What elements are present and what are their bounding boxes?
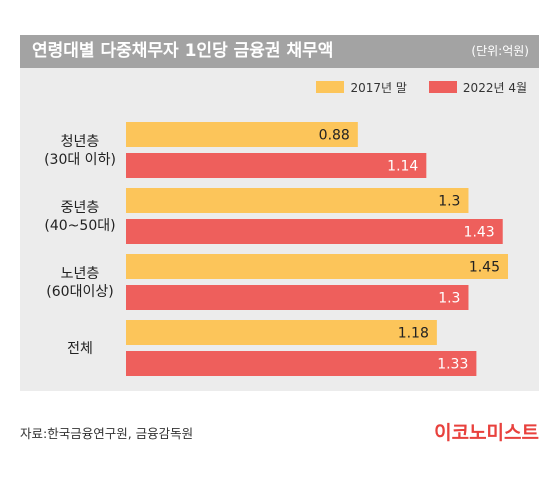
- legend: 2017년 말 2022년 4월: [316, 76, 527, 98]
- bar-chart: 청년층(30대 이하)0.881.14중년층(40~50대)1.31.43노년층…: [44, 122, 508, 376]
- bar-2022-3: [126, 285, 469, 310]
- data-label-2017-4: 1.18: [398, 326, 429, 342]
- data-label-2022-2: 1.43: [464, 225, 495, 241]
- plot-area: 청년층 (30대 이하) 0.88 1.14 중년층 (40~50대) 1.3 1.43 노년층…: [20, 68, 539, 391]
- chart-title: 연령대별 다중채무자 1인당 금융권 채무액: [32, 41, 334, 61]
- data-label-2017-1: 0.88: [319, 128, 350, 144]
- category-label-4: 전체: [67, 341, 93, 357]
- legend-item-2022: 2022년 4월: [428, 79, 527, 96]
- data-label-2022-3: 1.3: [438, 291, 460, 307]
- category-label-2: 중년층: [61, 200, 100, 216]
- bar-2017-2: [126, 188, 469, 213]
- data-label-2022-1: 1.14: [387, 159, 418, 175]
- category-sublabel-3: (60대이상): [46, 284, 113, 300]
- legend-label-2022: 2022년 4월: [462, 80, 527, 95]
- category-label-1: 청년층: [61, 134, 100, 150]
- data-label-2017-2: 1.3: [438, 194, 460, 210]
- legend-swatch-2022: [428, 81, 457, 93]
- bar-2017-1: [126, 122, 358, 147]
- data-label-2022-4: 1.33: [437, 357, 468, 373]
- brand-logo: 이코노미스트: [434, 422, 539, 444]
- bar-2022-4: [126, 351, 477, 376]
- legend-item-2017: 2017년 말: [316, 79, 407, 96]
- bar-2022-2: [126, 219, 503, 244]
- source-note: 자료:한국금융연구원, 금융감독원: [20, 426, 194, 441]
- legend-swatch-2017: [316, 81, 345, 93]
- bar-2017-3: [126, 254, 508, 279]
- bar-2022-1: [126, 153, 427, 178]
- chart-header: 연령대별 다중채무자 1인당 금융권 채무액 (단위:억원): [20, 35, 539, 68]
- legend-label-2017: 2017년 말: [350, 80, 407, 95]
- category-sublabel-1: (30대 이하): [44, 152, 116, 168]
- bar-2017-4: [126, 320, 437, 345]
- data-label-2017-3: 1.45: [469, 260, 500, 276]
- category-label-3: 노년층: [61, 266, 100, 282]
- category-sublabel-2: (40~50대): [44, 218, 115, 234]
- unit-label: (단위:억원): [471, 44, 529, 58]
